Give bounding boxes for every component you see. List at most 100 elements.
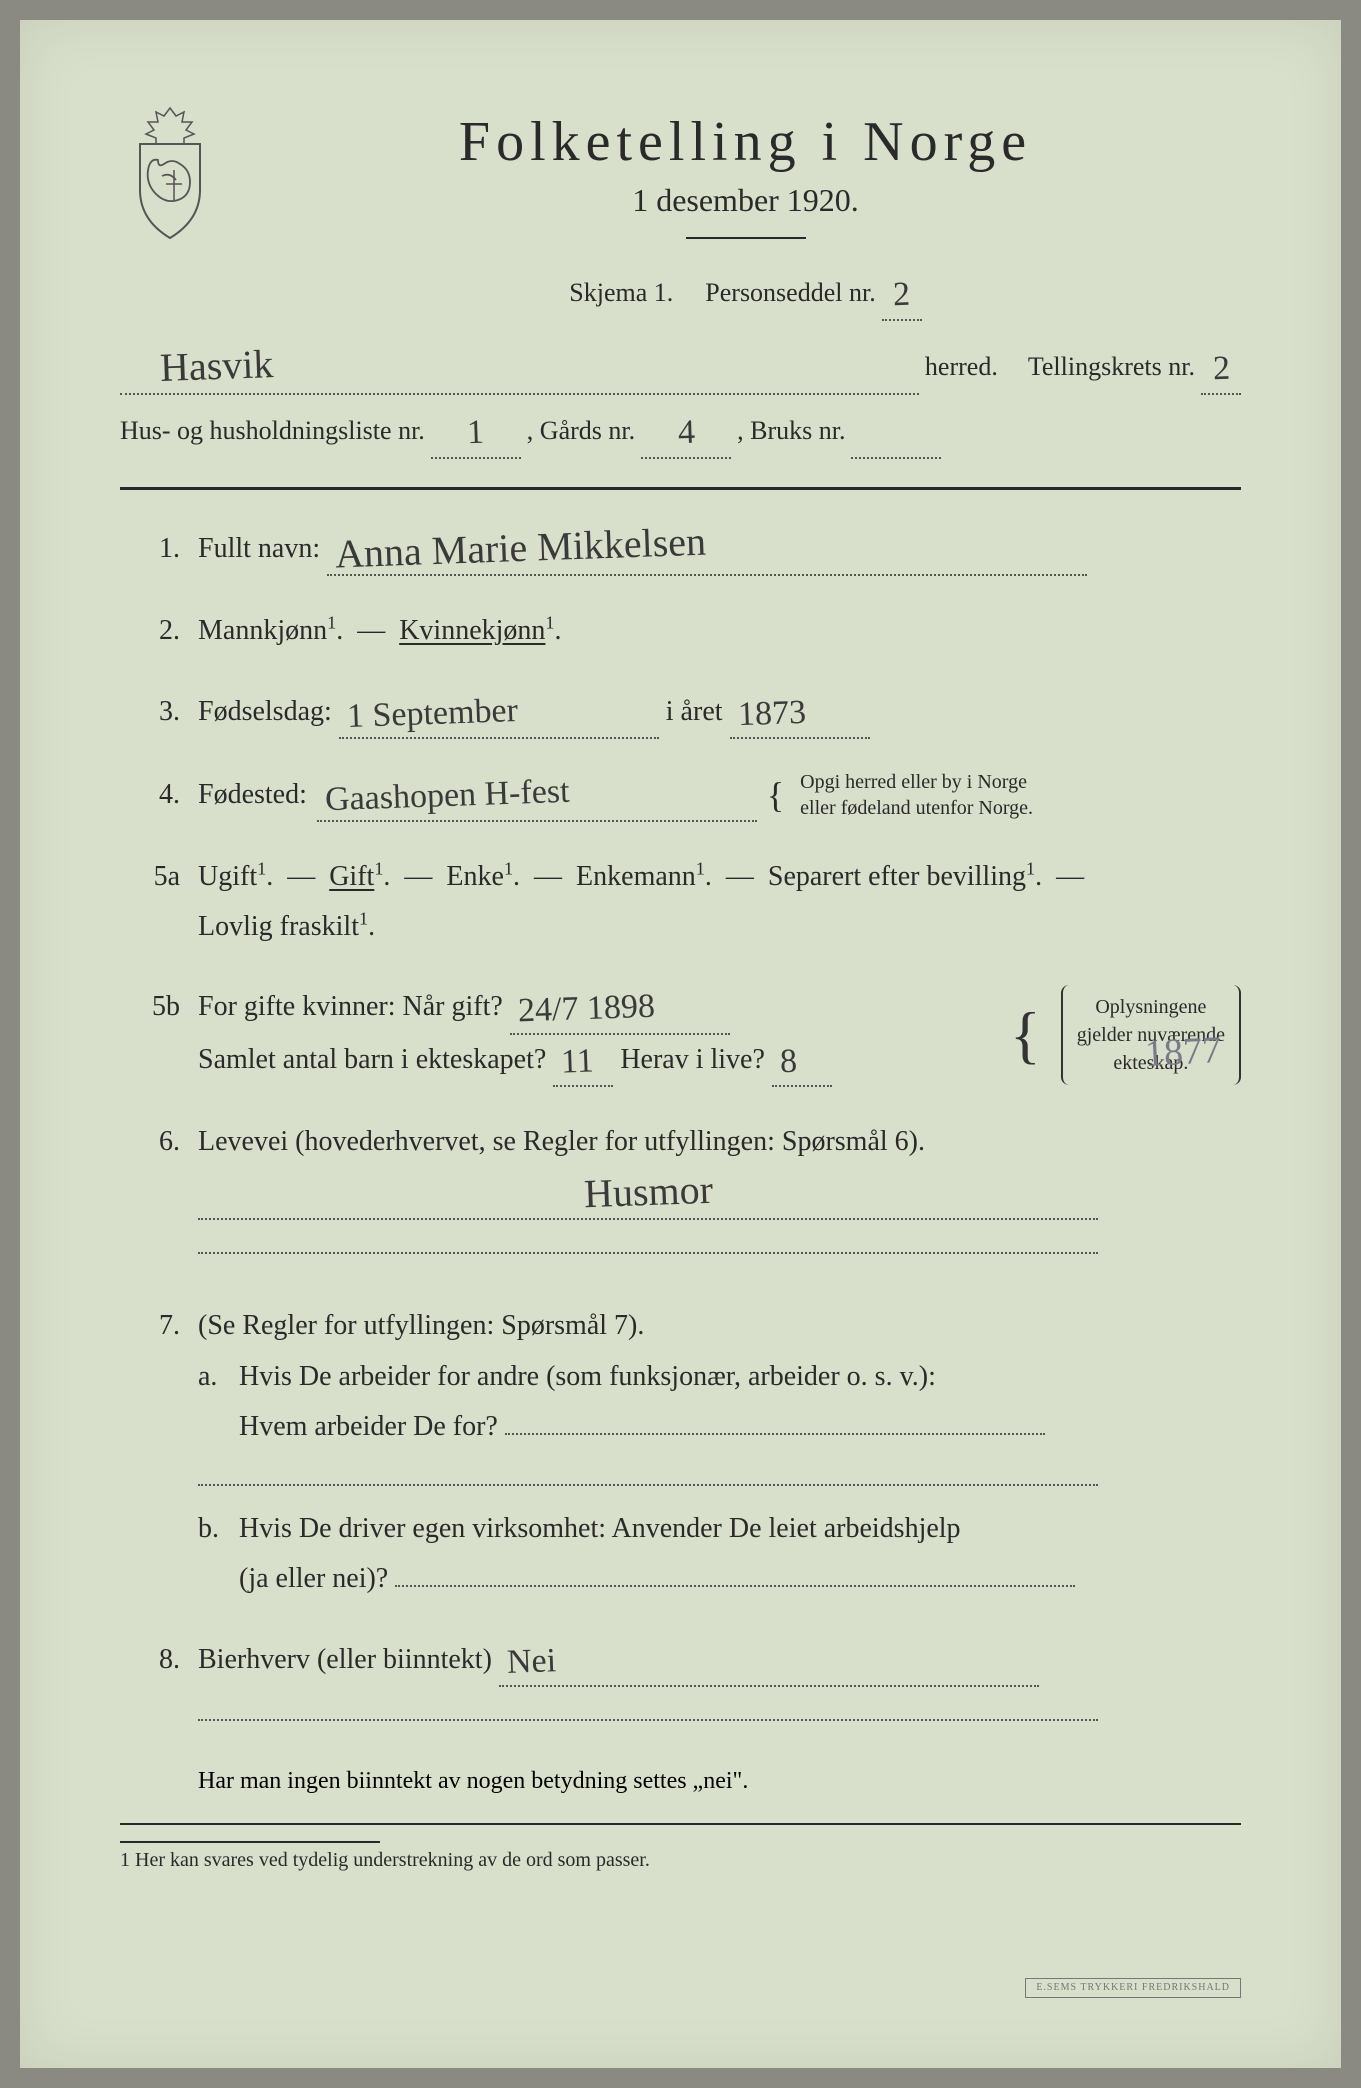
q4-label: Fødested: xyxy=(198,770,307,820)
q5a-opt0: Ugift xyxy=(198,861,257,892)
q6-field: Husmor xyxy=(198,1168,1098,1220)
q6-body: Levevei (hovederhvervet, se Regler for u… xyxy=(198,1117,1241,1271)
gards-field: 4 xyxy=(641,405,731,459)
meta-skjema: Skjema 1. Personseddel nr. 2 xyxy=(250,267,1241,321)
q2-dash: — xyxy=(357,615,385,646)
printer-stamp: E.SEMS TRYKKERI FREDRIKSHALD xyxy=(1025,1978,1241,1998)
q8-num: 8. xyxy=(120,1635,180,1685)
q7b-field xyxy=(395,1585,1075,1587)
footnote-block: 1 Her kan svares ved tydelig understrekn… xyxy=(120,1841,1241,1872)
meta-rows: Hasvik herred. Tellingskrets nr. 2 Hus- … xyxy=(120,341,1241,459)
hus-nr: 1 xyxy=(467,419,485,447)
census-form-page: Folketelling i Norge 1 desember 1920. Sk… xyxy=(20,20,1341,2068)
title-block: Folketelling i Norge 1 desember 1920. Sk… xyxy=(250,100,1241,331)
q8-field-2 xyxy=(198,1687,1098,1721)
gards-label: , Gårds nr. xyxy=(527,405,635,457)
q3-year-field: 1873 xyxy=(730,687,870,739)
q2-num: 2. xyxy=(120,606,180,656)
q6: 6. Levevei (hovederhvervet, se Regler fo… xyxy=(120,1117,1241,1271)
q5b-num: 5b xyxy=(120,982,180,1032)
q8-field: Nei xyxy=(499,1635,1039,1687)
personseddel-label: Personseddel nr. xyxy=(705,267,875,319)
skjema-label: Skjema 1. xyxy=(569,267,673,319)
q2-k-sup: 1 xyxy=(545,613,554,633)
q6-label: Levevei (hovederhvervet, se Regler for u… xyxy=(198,1126,925,1157)
q7a-letter: a. xyxy=(198,1352,232,1402)
q2-m: Mannkjønn xyxy=(198,615,327,646)
q1-label: Fullt navn: xyxy=(198,533,320,564)
q5b-when: 24/7 1898 xyxy=(517,993,655,1025)
q7a-field-2 xyxy=(198,1452,1098,1486)
q3-label: Fødselsdag: xyxy=(198,696,332,727)
hus-field: 1 xyxy=(431,405,521,459)
section-rule-2 xyxy=(120,1823,1241,1825)
coat-of-arms-icon xyxy=(120,100,220,240)
q7-body: (Se Regler for utfyllingen: Spørsmål 7).… xyxy=(198,1301,1241,1604)
q7: 7. (Se Regler for utfyllingen: Spørsmål … xyxy=(120,1301,1241,1604)
q8: 8. Bierhverv (eller biinntekt) Nei xyxy=(120,1635,1241,1739)
q8-value: Nei xyxy=(506,1647,556,1676)
q7a1: Hvis De arbeider for andre (som funksjon… xyxy=(239,1361,936,1392)
hus-label: Hus- og husholdningsliste nr. xyxy=(120,405,425,457)
herred-label: herred. xyxy=(925,341,998,393)
footnote-text: 1 Her kan svares ved tydelig understrekn… xyxy=(120,1849,650,1871)
q4-num: 4. xyxy=(120,770,180,820)
q5a-opt3: Enkemann xyxy=(576,861,696,892)
q5a-opt2: Enke xyxy=(446,861,504,892)
margin-note: 1877 xyxy=(1144,1028,1222,1076)
q4-body: Fødested: Gaashopen H-fest { Opgi herred… xyxy=(198,769,1241,821)
q5a-body: Ugift1. — Gift1. — Enke1. — Enkemann1. —… xyxy=(198,852,1241,953)
q2-body: Mannkjønn1. — Kvinnekjønn1. xyxy=(198,606,1241,656)
q7b-letter: b. xyxy=(198,1504,232,1554)
q3-year: 1873 xyxy=(737,699,806,729)
q5b-when-field: 24/7 1898 xyxy=(510,982,730,1034)
q3-body: Fødselsdag: 1 September i året 1873 xyxy=(198,687,1241,739)
q5b: 5b For gifte kvinner: Når gift? 24/7 189… xyxy=(120,982,1241,1087)
q5b-l2a: Samlet antal barn i ekteskapet? xyxy=(198,1044,546,1075)
q5b-alive-field: 8 xyxy=(772,1035,832,1087)
q5a-num: 5a xyxy=(120,852,180,902)
q6-value: Husmor xyxy=(583,1173,713,1209)
title-rule xyxy=(686,237,806,239)
q2-k: Kvinnekjønn xyxy=(399,615,545,646)
q5b-total: 11 xyxy=(561,1047,595,1075)
q1: 1. Fullt navn: Anna Marie Mikkelsen xyxy=(120,524,1241,576)
section-rule-1 xyxy=(120,487,1241,490)
q2-m-sup: 1 xyxy=(327,613,336,633)
meta-hus: Hus- og husholdningsliste nr. 1 , Gårds … xyxy=(120,405,1241,459)
q4-note2: eller fødeland utenfor Norge. xyxy=(800,797,1033,819)
q5a-opt1: Gift xyxy=(329,861,374,892)
meta-herred: Hasvik herred. Tellingskrets nr. 2 xyxy=(120,341,1241,395)
q1-num: 1. xyxy=(120,524,180,574)
q1-body: Fullt navn: Anna Marie Mikkelsen xyxy=(198,524,1241,576)
herred-name: Hasvik xyxy=(159,348,273,384)
q5b-body: For gifte kvinner: Når gift? 24/7 1898 S… xyxy=(198,982,1241,1087)
q7b1: Hvis De driver egen virksomhet: Anvender… xyxy=(239,1513,961,1544)
q6-field-2 xyxy=(198,1220,1098,1254)
q3-mid: i året xyxy=(666,696,723,727)
tellingskrets-field: 2 xyxy=(1201,341,1241,395)
bruks-label: , Bruks nr. xyxy=(737,405,845,457)
form-meta: Skjema 1. Personseddel nr. 2 xyxy=(250,267,1241,321)
q4-value: Gaashopen H-fest xyxy=(324,778,569,814)
q3-num: 3. xyxy=(120,687,180,737)
q7-num: 7. xyxy=(120,1301,180,1351)
tellingskrets-nr: 2 xyxy=(1212,355,1230,383)
q3-day-field: 1 September xyxy=(339,687,659,739)
q7a2: Hvem arbeider De for? xyxy=(239,1411,498,1442)
q5b-box1: Oplysningene xyxy=(1095,996,1206,1018)
date-subtitle: 1 desember 1920. xyxy=(250,182,1241,219)
personseddel-nr: 2 xyxy=(893,281,911,309)
q1-value: Anna Marie Mikkelsen xyxy=(335,526,707,571)
q5b-l2b: Herav i live? xyxy=(620,1044,765,1075)
q7-label: (Se Regler for utfyllingen: Spørsmål 7). xyxy=(198,1310,644,1341)
main-title: Folketelling i Norge xyxy=(250,110,1241,174)
tellingskrets-label: Tellingskrets nr. xyxy=(1028,341,1195,393)
crest-svg xyxy=(120,100,220,240)
q7a-field xyxy=(505,1433,1045,1435)
q3: 3. Fødselsdag: 1 September i året 1873 xyxy=(120,687,1241,739)
q1-field: Anna Marie Mikkelsen xyxy=(327,524,1087,576)
bruks-field xyxy=(851,405,941,459)
q3-day: 1 September xyxy=(346,697,518,730)
q4-note1: Opgi herred eller by i Norge xyxy=(800,771,1027,793)
